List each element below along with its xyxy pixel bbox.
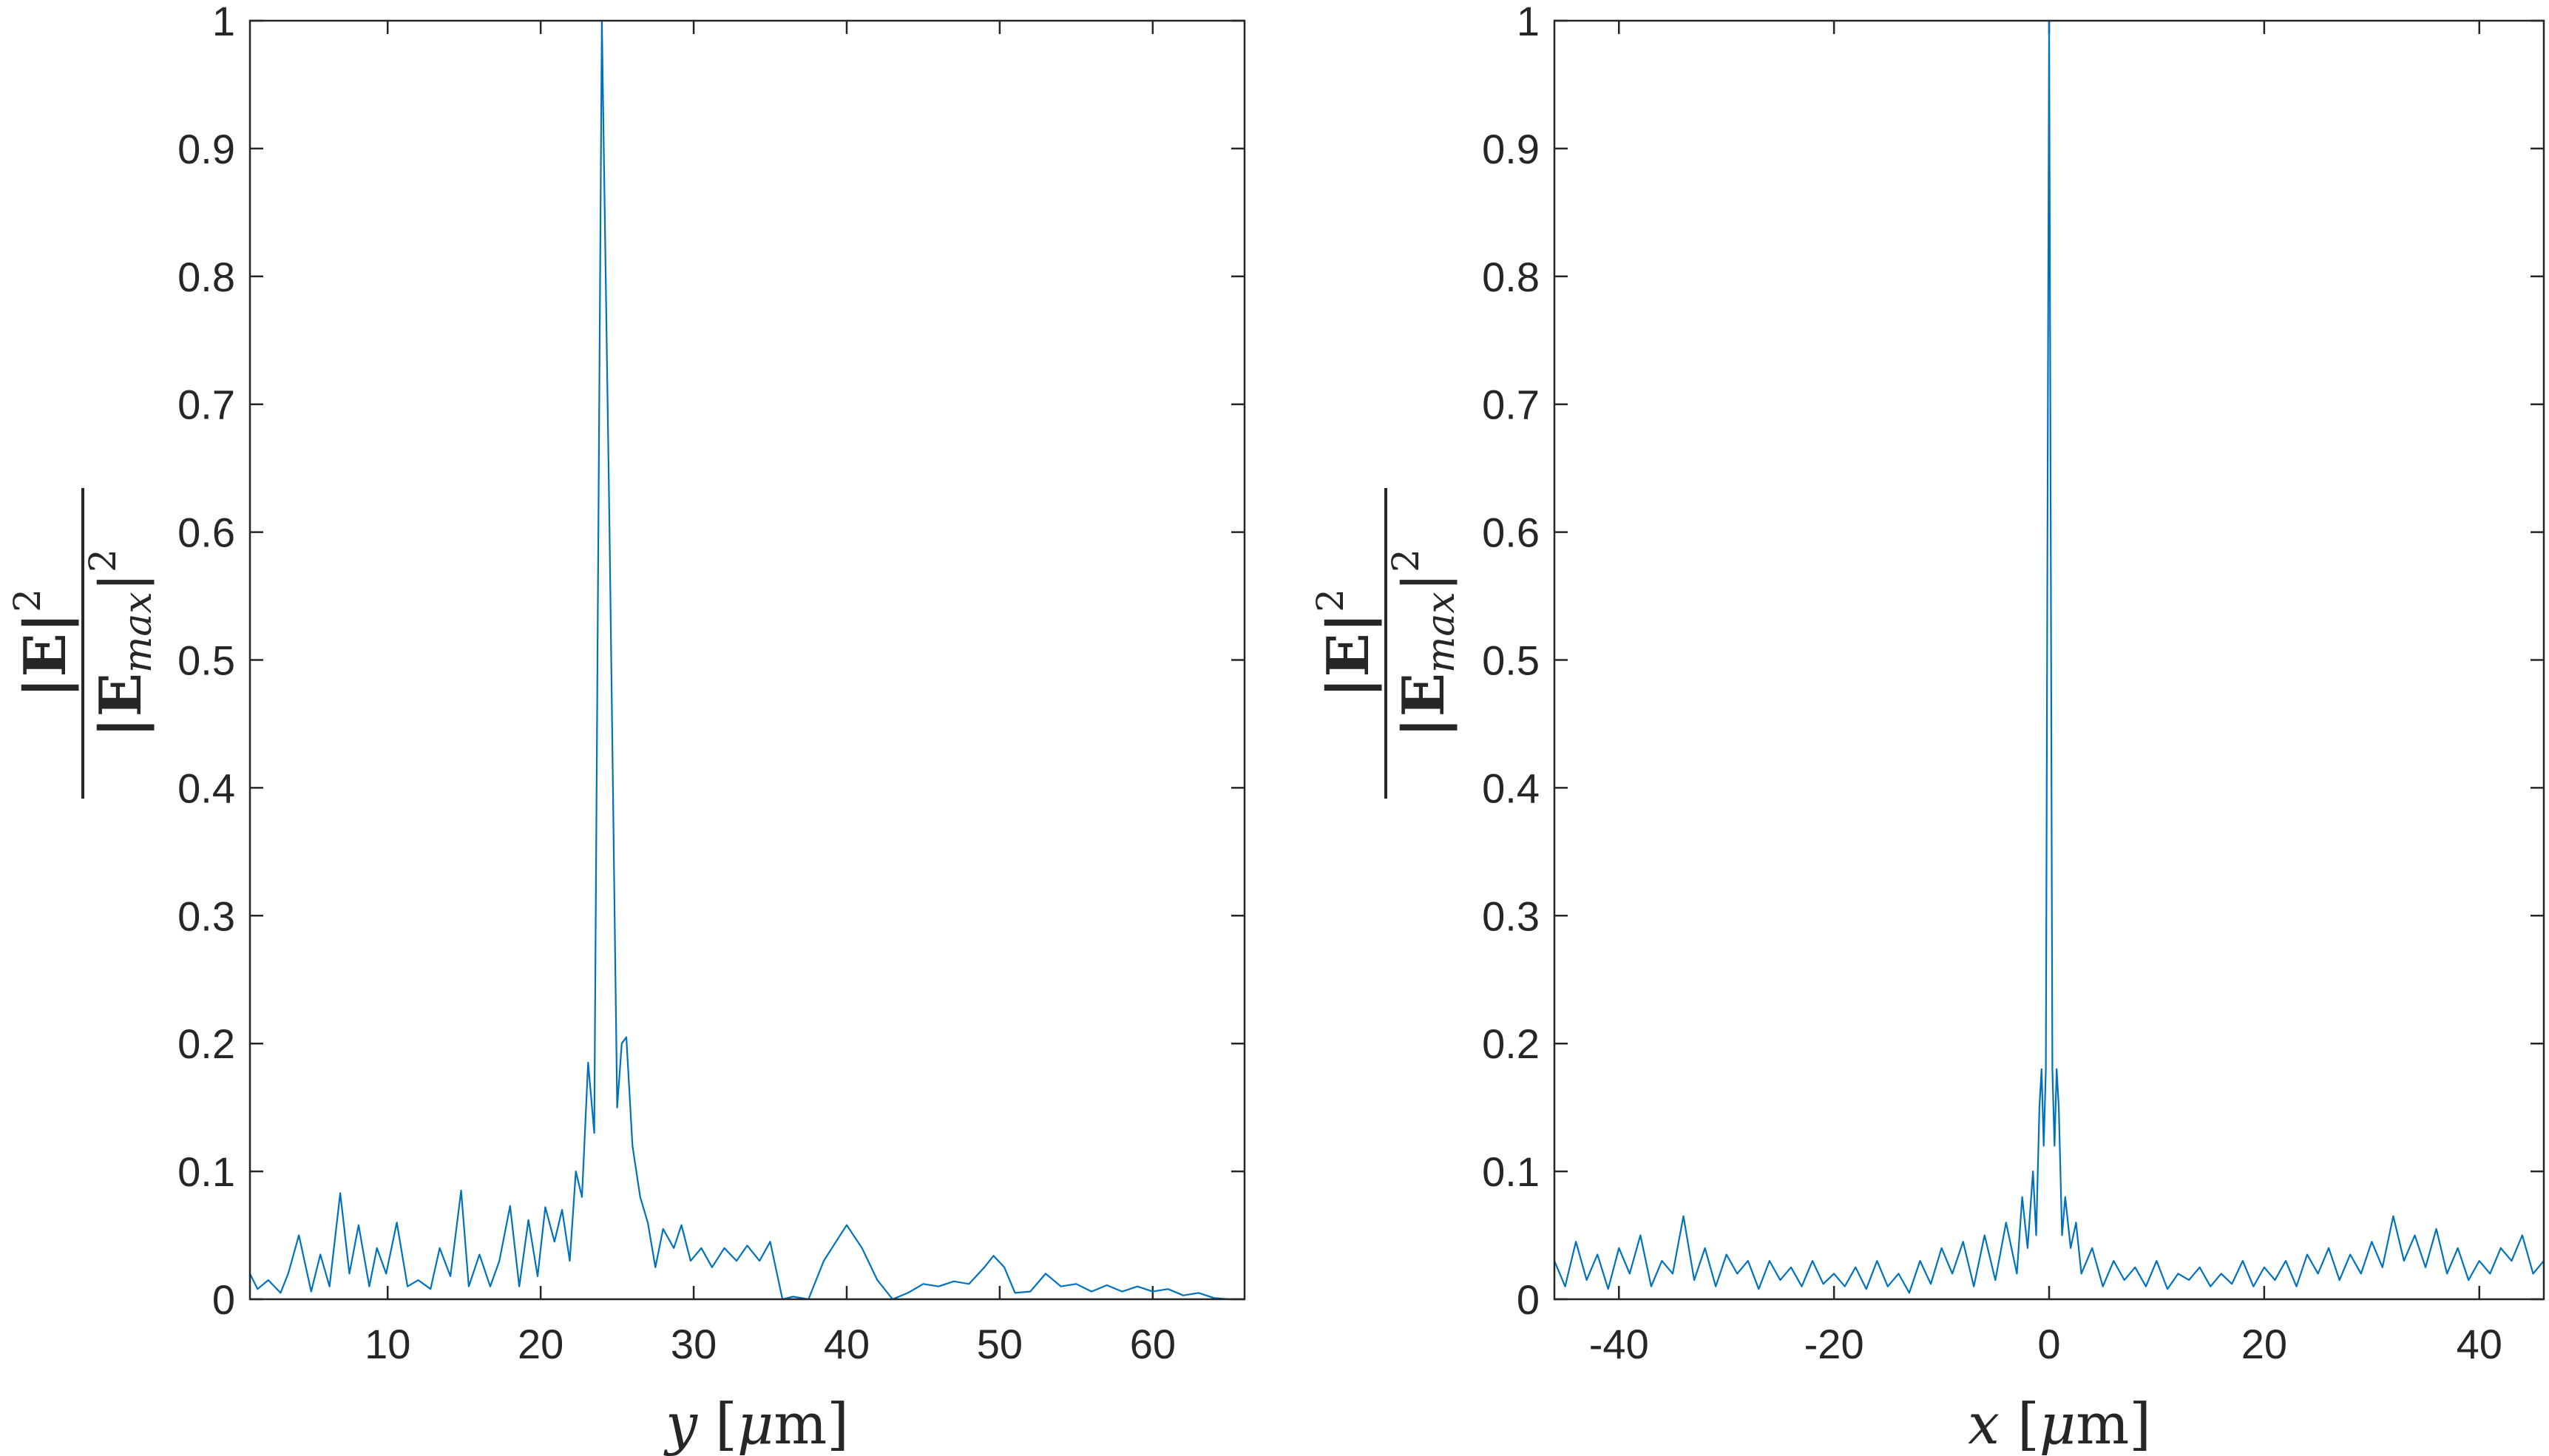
tick-marks-right [1554,19,2544,1301]
y-tick-label: 0.1 [177,1148,235,1195]
y-tick-label: 0.4 [1482,765,1540,811]
x-tick-label: 60 [1130,1321,1176,1367]
axis-frame-right [1553,19,2545,1301]
x-tick-label: 0 [2037,1321,2060,1367]
x-tick-label: -20 [1804,1321,1864,1367]
y-tick-label: 0.1 [1482,1148,1540,1195]
y-tick-label: 0.6 [177,509,235,556]
x-tick-label: 40 [2457,1321,2502,1367]
x-tick-label: 20 [2241,1321,2287,1367]
tick-labels-right: -40 -20 0 20 40 0 0.1 0.2 0.3 0.4 0.5 0.6 0.7 0.8 0.9 1 [1482,0,2502,1367]
y-tick-label: 0.2 [1482,1020,1540,1067]
x-tick-label: 50 [977,1321,1023,1367]
chart-left: 10 20 30 40 50 60 0 0.1 0.2 0.3 0.4 0.5 0.6 0.7 0.8 0.9… [6,0,1246,1456]
y-tick-label: 1 [1517,0,1540,44]
y-tick-label: 0.2 [177,1020,235,1067]
y-tick-label: 0.3 [177,893,235,939]
y-tick-label: 0.7 [1482,382,1540,428]
y-tick-label: 0.9 [177,126,235,172]
y-tick-label: 0.3 [1482,893,1540,939]
y-tick-label: 0.8 [177,254,235,300]
y-tick-label: 0 [212,1276,235,1323]
svg-text:|Emax|2: |Emax|2 [1384,549,1463,738]
y-tick-label: 0 [1517,1276,1540,1323]
y-tick-label: 0.5 [1482,637,1540,684]
x-tick-label: 20 [518,1321,563,1367]
y-tick-label: 0.6 [1482,509,1540,556]
y-tick-label: 0.5 [177,637,235,684]
x-tick-label: 40 [824,1321,870,1367]
y-tick-label: 0.9 [1482,126,1540,172]
y-tick-label: 0.4 [177,765,235,811]
tick-labels-left: 10 20 30 40 50 60 0 0.1 0.2 0.3 0.4 0.5 0.6 0.7 0.8 0.9… [177,0,1176,1367]
series-line-left [249,19,1245,1301]
x-tick-label: -40 [1589,1321,1649,1367]
y-tick-label: 0.7 [177,382,235,428]
y-tick-label: 1 [212,0,235,44]
x-tick-label: 30 [671,1321,717,1367]
xlabel-right: x [μm] [1968,1391,2151,1456]
ylabel-right: |E|2 |Emax|2 [1309,488,1463,799]
ylabel-left: |E|2 |Emax|2 [6,488,160,799]
xlabel-left: y [μm] [663,1391,849,1456]
axis-frame-left [248,19,1246,1301]
svg-text:|Emax|2: |Emax|2 [81,549,160,738]
x-tick-label: 10 [365,1321,410,1367]
y-tick-label: 0.8 [1482,254,1540,300]
chart-right: -40 -20 0 20 40 0 0.1 0.2 0.3 0.4 0.5 0.6 0.7 0.8 0.9 1… [1309,0,2545,1456]
